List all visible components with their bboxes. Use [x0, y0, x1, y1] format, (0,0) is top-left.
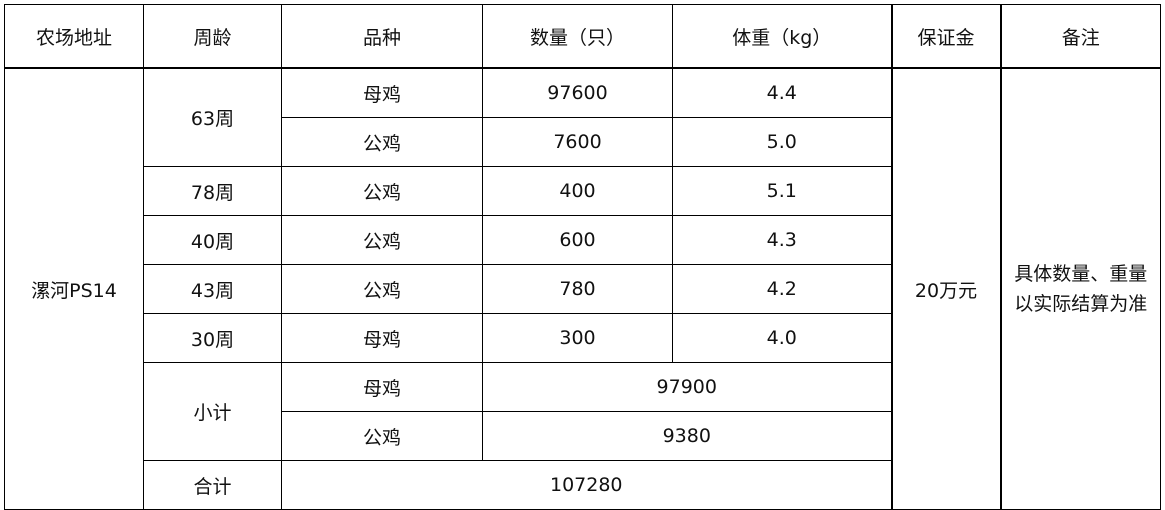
subtotal-label: 小计	[143, 362, 282, 461]
deposit-cell: 20万元	[890, 67, 1001, 510]
subtotal-row: 公鸡 9380	[5, 411, 1161, 461]
age-cell: 43周	[143, 264, 282, 314]
table-row: 公鸡 7600 5.0	[5, 117, 1161, 167]
weight-cell: 4.3	[672, 215, 892, 265]
total-qty: 107280	[281, 460, 892, 510]
header-age: 周龄	[143, 4, 282, 69]
breed-cell: 公鸡	[281, 215, 483, 265]
age-cell: 40周	[143, 215, 282, 265]
table-row: 40周 公鸡 600 4.3	[5, 215, 1161, 265]
header-breed: 品种	[281, 4, 483, 69]
qty-cell: 600	[482, 215, 673, 265]
farm-cell: 漯河PS14	[4, 67, 144, 510]
subtotal-qty: 9380	[482, 411, 892, 461]
header-weight: 体重（kg）	[672, 4, 892, 69]
breed-cell: 母鸡	[281, 313, 483, 363]
chicken-inventory-table: 农场地址 周龄 品种 数量（只） 体重（kg） 保证金 备注 漯河PS14 63…	[4, 4, 1161, 510]
qty-cell: 7600	[482, 117, 673, 167]
breed-cell: 公鸡	[281, 117, 483, 167]
total-label: 合计	[143, 460, 282, 510]
breed-cell: 母鸡	[281, 362, 483, 412]
qty-cell: 97600	[482, 67, 673, 118]
age-cell: 78周	[143, 166, 282, 216]
header-farm: 农场地址	[4, 4, 144, 69]
subtotal-qty: 97900	[482, 362, 892, 412]
weight-cell: 4.0	[672, 313, 892, 363]
table-row: 43周 公鸡 780 4.2	[5, 264, 1161, 314]
table-row: 78周 公鸡 400 5.1	[5, 166, 1161, 216]
breed-cell: 母鸡	[281, 67, 483, 118]
weight-cell: 4.4	[672, 67, 892, 118]
qty-cell: 300	[482, 313, 673, 363]
header-qty: 数量（只）	[482, 4, 673, 69]
subtotal-row: 小计 母鸡 97900	[5, 362, 1161, 461]
total-row: 合计 107280	[5, 460, 1161, 510]
header-deposit: 保证金	[890, 4, 1001, 69]
header-note: 备注	[999, 4, 1161, 69]
table-row: 漯河PS14 63周 母鸡 97600 4.4 20万元 具体数量、重量以实际结…	[4, 67, 1161, 510]
age-cell: 30周	[143, 313, 282, 363]
weight-cell: 4.2	[672, 264, 892, 314]
table-row: 30周 母鸡 300 4.0	[5, 313, 1161, 363]
breed-cell: 公鸡	[281, 411, 483, 461]
qty-cell: 780	[482, 264, 673, 314]
qty-cell: 400	[482, 166, 673, 216]
note-cell: 具体数量、重量以实际结算为准	[999, 67, 1161, 510]
age-cell: 63周	[143, 67, 282, 167]
breed-cell: 公鸡	[281, 166, 483, 216]
header-row: 农场地址 周龄 品种 数量（只） 体重（kg） 保证金 备注	[4, 4, 1161, 69]
breed-cell: 公鸡	[281, 264, 483, 314]
weight-cell: 5.1	[672, 166, 892, 216]
weight-cell: 5.0	[672, 117, 892, 167]
